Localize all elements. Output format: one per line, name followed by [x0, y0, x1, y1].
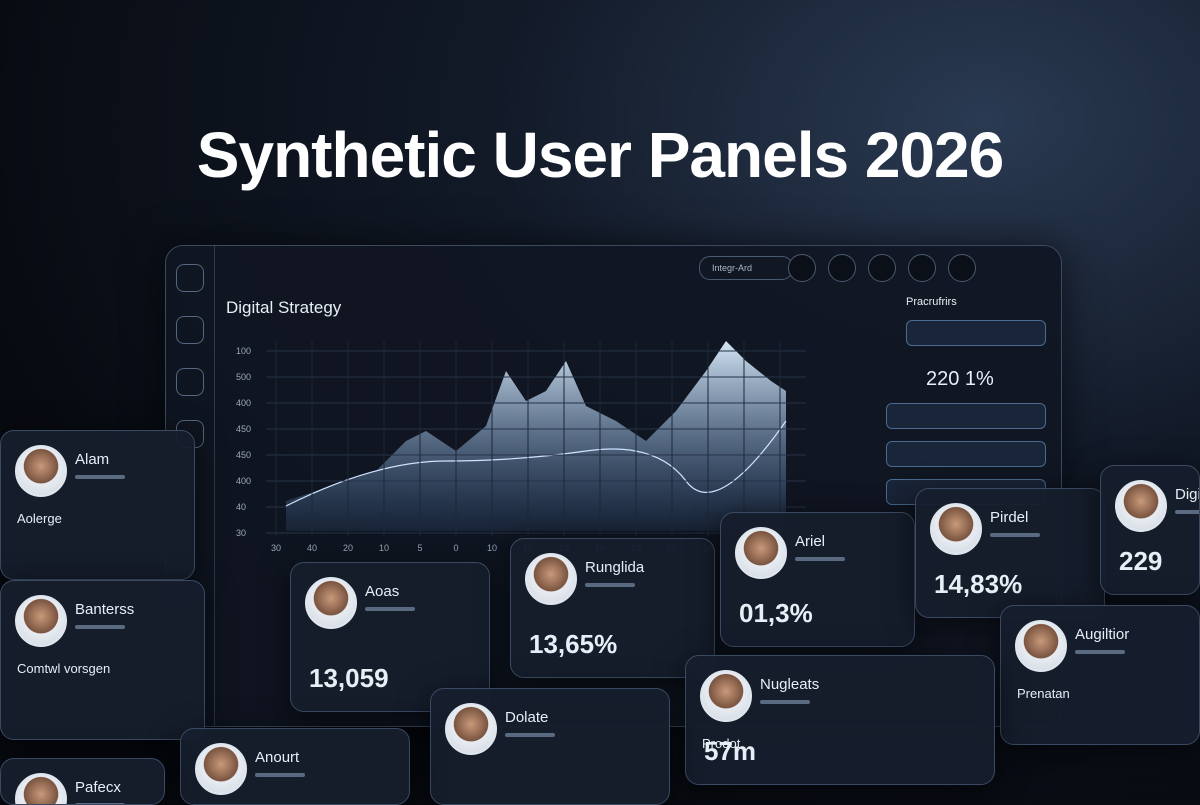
- profile-card[interactable]: Ariel 01,3%: [720, 512, 915, 647]
- placeholder-line: [365, 607, 415, 611]
- avatar: [15, 595, 67, 647]
- card-subtitle: Comtwl vorsgen: [17, 661, 111, 676]
- profile-card[interactable]: Runglida 13,65%: [510, 538, 715, 678]
- y-axis-label: 40: [236, 502, 246, 512]
- x-axis-label: 10: [379, 543, 389, 553]
- card-name: Pafecx: [75, 779, 121, 796]
- avatar: [525, 553, 577, 605]
- profile-card[interactable]: Pirdel 14,83%: [915, 488, 1105, 618]
- placeholder-line: [585, 583, 635, 587]
- card-value: 229: [1119, 546, 1163, 576]
- avatar: [735, 527, 787, 579]
- y-axis-label: 450: [236, 450, 251, 460]
- card-name: Ariel: [795, 533, 826, 550]
- chart-area: [286, 341, 786, 531]
- avatar: [1015, 620, 1067, 672]
- side-row[interactable]: [886, 403, 1046, 429]
- profile-card[interactable]: Aoas 13,059: [290, 562, 490, 712]
- placeholder-line: [75, 625, 125, 629]
- profile-card[interactable]: Anourt: [180, 728, 410, 805]
- profile-card[interactable]: Pafecx: [0, 758, 165, 805]
- profile-card[interactable]: Banterss Comtwl vorsgen: [0, 580, 205, 740]
- x-axis-label: 0: [453, 543, 458, 553]
- placeholder-line: [505, 733, 555, 737]
- card-name: Augiltior: [1075, 626, 1130, 643]
- dashboard-title: Digital Strategy: [226, 298, 342, 317]
- avatar: [15, 773, 67, 804]
- y-axis-label: 450: [236, 424, 251, 434]
- placeholder-line: [990, 533, 1040, 537]
- card-value: 13,65%: [529, 629, 618, 659]
- avatar: [195, 743, 247, 795]
- card-value: 57m: [704, 736, 757, 766]
- card-name: Digita: [1175, 486, 1199, 503]
- chart-line: [285, 420, 787, 507]
- card-name: Alam: [75, 451, 110, 468]
- placeholder-line: [75, 475, 125, 479]
- card-value: 13,059: [309, 663, 389, 693]
- search-box[interactable]: Integr-Ard: [699, 256, 793, 280]
- card-value: 14,83%: [934, 569, 1023, 599]
- placeholder-line: [1175, 510, 1199, 514]
- avatar: [445, 703, 497, 755]
- side-panel: Pracrufrirs 220 1%: [866, 296, 1046, 505]
- card-name: Runglida: [585, 559, 645, 576]
- side-row[interactable]: [906, 320, 1046, 346]
- x-axis-label: 10: [487, 543, 497, 553]
- card-name: Dolate: [505, 709, 549, 726]
- side-row[interactable]: [886, 441, 1046, 467]
- x-axis-label: 30: [271, 543, 281, 553]
- y-axis-label: 30: [236, 528, 246, 538]
- card-name: Banterss: [75, 601, 135, 618]
- profile-card[interactable]: Alam Aolerge: [0, 430, 195, 580]
- chart: 1005004004504504004030304020105010151016…: [236, 341, 806, 553]
- card-name: Nugleats: [760, 676, 820, 693]
- y-axis-label: 400: [236, 476, 251, 486]
- card-value: 01,3%: [739, 598, 813, 628]
- placeholder-line: [75, 803, 125, 804]
- avatar: [305, 577, 357, 629]
- avatar: [700, 670, 752, 722]
- avatar: [930, 503, 982, 555]
- toolbar: [788, 254, 988, 287]
- y-axis-label: 400: [236, 398, 251, 408]
- profile-card[interactable]: Digita 229: [1100, 465, 1200, 595]
- card-subtitle: Aolerge: [17, 511, 62, 526]
- card-subtitle: Prenatan: [1017, 686, 1070, 701]
- x-axis-label: 5: [417, 543, 422, 553]
- placeholder-line: [255, 773, 305, 777]
- side-value: 220 1%: [926, 368, 994, 390]
- avatar: [15, 445, 67, 497]
- placeholder-line: [1075, 650, 1125, 654]
- profile-card[interactable]: Augiltior Prenatan: [1000, 605, 1200, 745]
- page-title: Synthetic User Panels 2026: [196, 119, 1004, 191]
- y-axis-label: 500: [236, 372, 251, 382]
- card-name: Anourt: [255, 749, 300, 766]
- x-axis-label: 40: [307, 543, 317, 553]
- card-name: Pirdel: [990, 509, 1029, 526]
- side-heading: Pracrufrirs: [906, 296, 957, 308]
- placeholder-line: [760, 700, 810, 704]
- profile-card[interactable]: Nugleats Prodot 57m: [685, 655, 995, 785]
- avatar: [1115, 480, 1167, 532]
- card-subtitle: Prodot: [702, 736, 741, 751]
- y-axis-label: 100: [236, 346, 251, 356]
- placeholder-line: [795, 557, 845, 561]
- card-name: Aoas: [365, 583, 400, 600]
- x-axis-label: 20: [343, 543, 353, 553]
- profile-card[interactable]: Dolate: [430, 688, 670, 805]
